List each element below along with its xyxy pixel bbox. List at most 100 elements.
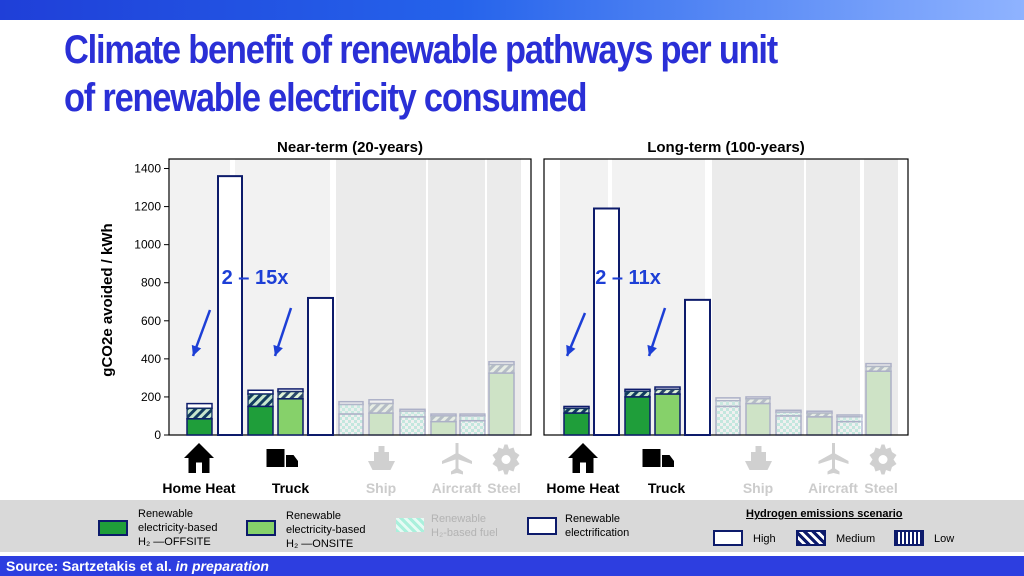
faded-band-ship: [712, 159, 804, 435]
annotation-ratio: 2 – 15x: [222, 267, 289, 289]
bar-medium-segment: [806, 412, 833, 418]
bar-aircraft-onsite: [430, 413, 457, 436]
faded-band-ship: [336, 159, 426, 435]
bar-aircraft-onsite: [806, 410, 833, 436]
bar-truck-electrification: [684, 298, 711, 436]
bar-high: [307, 296, 334, 436]
category-label: Aircraft: [432, 480, 482, 496]
legend-swatch-high: [713, 530, 743, 546]
legend-onsite: Renewable electricity-based H₂ —ONSITE: [286, 509, 365, 551]
bar-ship-h2fuel: [338, 400, 364, 436]
top-accent-bar: [0, 0, 1024, 20]
bar-low-segment: [563, 412, 590, 436]
home-heat-icon: [568, 443, 598, 473]
bar-low-segment: [488, 372, 515, 436]
bar-medium-segment: [399, 410, 426, 418]
bar-medium-segment: [745, 398, 771, 405]
bar-ship-onsite: [368, 399, 394, 436]
legend-electrification-line-1: Renewable: [565, 513, 621, 525]
bar-ship-onsite: [745, 396, 771, 436]
annotation-arrowhead: [647, 344, 657, 356]
bar-low-segment: [399, 416, 426, 436]
legend-medium: Medium: [836, 533, 876, 545]
bar-medium-segment: [624, 390, 651, 398]
y-tick-label: 1400: [134, 162, 161, 176]
bar-low-segment: [247, 405, 274, 436]
bar-ship-h2fuel: [715, 397, 741, 436]
bar-low-segment: [654, 393, 681, 436]
bar-home-heat-offsite: [563, 405, 590, 436]
panel-title: Long-term (100-years): [647, 139, 805, 156]
bar-medium-segment: [430, 415, 457, 423]
bar-steel-onsite: [488, 360, 515, 436]
bar-low-segment: [338, 413, 364, 436]
y-tick-label: 1000: [134, 238, 161, 252]
bar-low-segment: [624, 396, 651, 436]
bar-medium-segment: [715, 399, 741, 408]
bar-high-segment: [775, 409, 802, 413]
y-tick-label: 800: [141, 276, 161, 290]
bar-ship-h2fuel: [399, 408, 426, 436]
panel-near-term: Near-term (20-years) 2 – 15x Home Heat Truc…: [99, 139, 532, 496]
category-label: Ship: [743, 480, 773, 496]
legend-offsite-line-1: Renewable: [138, 508, 194, 520]
panel-title: Near-term (20-years): [277, 139, 423, 156]
bar-low-segment: [430, 420, 457, 436]
legend-swatch-h2fuel: [396, 518, 424, 532]
legend-onsite-line-2: electricity-based: [286, 524, 366, 536]
legend-swatch-offsite: [98, 520, 128, 536]
steel-icon: [869, 444, 897, 475]
bar-medium-segment: [488, 363, 515, 374]
legend-swatch-electrification: [527, 517, 557, 535]
bar-chart: Near-term (20-years) 2 – 15x Home Heat Truc…: [99, 139, 909, 496]
category-label: Truck: [272, 480, 310, 496]
category-label: Ship: [366, 480, 396, 496]
title-line-1: Climate benefit of renewable pathways pe…: [64, 28, 778, 72]
bar-home-heat-offsite: [186, 402, 213, 436]
faded-band-aircraft: [428, 159, 485, 435]
y-tick-label: 0: [154, 428, 161, 442]
bar-low-segment: [775, 415, 802, 436]
legend: Renewable electricity-based H₂ —OFFSITE …: [0, 500, 1024, 552]
truck-icon: [266, 449, 298, 467]
slide-title: Climate benefit of renewable pathways pe…: [64, 26, 855, 122]
bar-truck-offsite: [624, 388, 651, 436]
legend-h2fuel-line-1: Renewable: [431, 513, 487, 525]
y-tick-label: 200: [141, 390, 161, 404]
panel-long-term: Long-term (100-years) 2 – 11x Home Heat Tru…: [543, 139, 909, 496]
category-label: Aircraft: [808, 480, 858, 496]
bar-truck-electrification: [307, 296, 334, 436]
annotation-ratio: 2 – 11x: [595, 267, 661, 289]
bar-medium-segment: [459, 415, 486, 422]
legend-onsite-line-1: Renewable: [286, 510, 342, 522]
bar-low-segment: [368, 412, 394, 436]
bar-high: [593, 207, 620, 436]
legend-h2fuel-line-2: H₂-based fuel: [431, 527, 498, 539]
faded-band-steel: [864, 159, 898, 435]
bar-low-segment: [715, 405, 741, 436]
bar-truck-onsite: [654, 386, 681, 436]
legend-swatch-onsite: [246, 520, 276, 536]
annotation-arrowhead: [273, 344, 283, 356]
bar-high: [684, 298, 711, 436]
legend-offsite-line-2: electricity-based: [138, 522, 218, 534]
category-label: Steel: [487, 480, 520, 496]
truck-icon: [642, 449, 674, 467]
y-axis-label: gCO2e avoided / kWh: [99, 223, 116, 376]
legend-offsite-line-3: H₂ —OFFSITE: [138, 536, 211, 548]
bar-aircraft-h2fuel: [836, 414, 863, 436]
bar-medium-segment: [865, 365, 892, 372]
bar-medium-segment: [277, 390, 304, 400]
bar-home-heat-electrification: [217, 175, 243, 436]
bar-high: [217, 175, 243, 436]
category-label: Home Heat: [546, 480, 619, 496]
legend-electrification: Renewable electrification: [565, 512, 629, 540]
source-label: Source: Sartzetakis et al.: [6, 558, 172, 574]
bar-aircraft-h2fuel: [459, 413, 486, 436]
source-italic: in preparation: [175, 558, 269, 574]
ship-icon: [745, 446, 772, 470]
bar-low-segment: [186, 418, 213, 436]
bar-low-segment: [277, 398, 304, 436]
bar-ship-h2fuel: [775, 409, 802, 436]
category-label: Steel: [864, 480, 897, 496]
